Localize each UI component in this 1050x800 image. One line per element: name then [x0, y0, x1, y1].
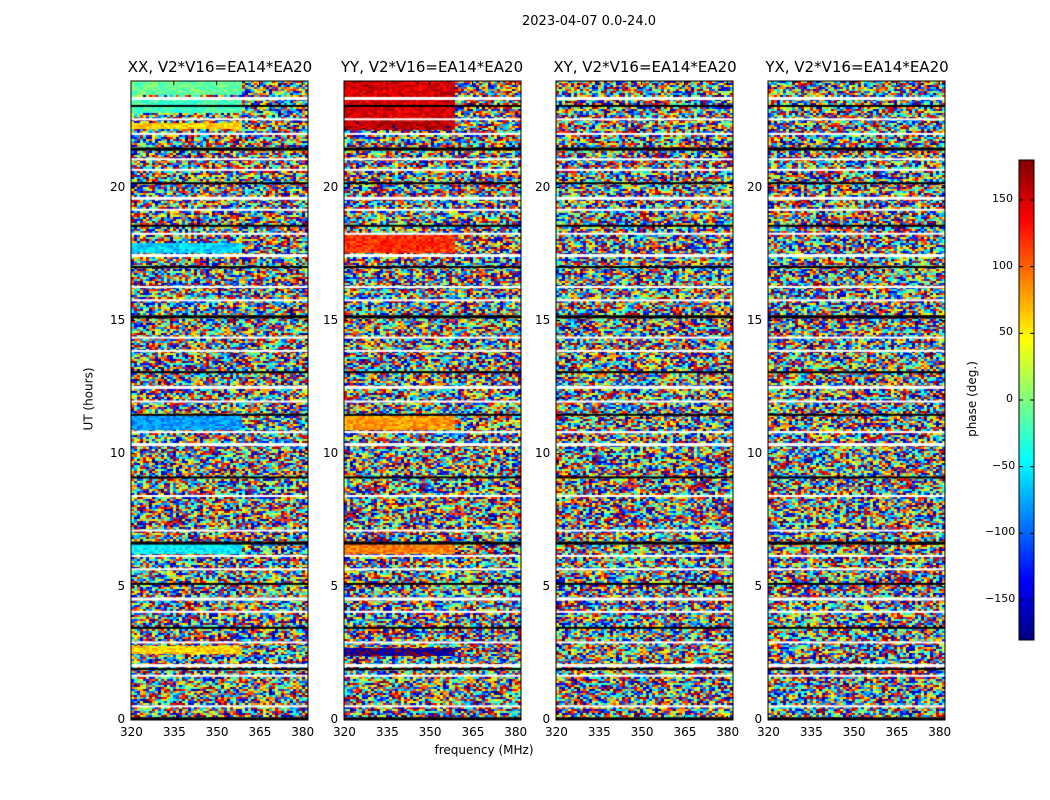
y-tick-label: 5: [754, 578, 763, 593]
x-tick-label: 320: [120, 725, 143, 739]
figure-title: 2023-04-07 0.0-24.0: [522, 14, 656, 29]
y-tick-label: 15: [323, 312, 339, 327]
x-tick-label: 350: [630, 725, 654, 739]
colorbar-tick-label: −150: [985, 592, 1016, 605]
y-tick-label: 5: [330, 578, 339, 593]
x-tick-label: 380: [291, 725, 315, 739]
colorbar-tick-label: 50: [999, 325, 1013, 339]
x-tick-label: 335: [799, 725, 823, 739]
y-tick-label: 0: [330, 712, 339, 726]
x-tick-label: 335: [587, 725, 611, 739]
x-tick-label: 320: [757, 725, 780, 739]
x-tick-label: 365: [885, 725, 909, 739]
x-tick-label: 365: [673, 725, 697, 739]
x-tick-label: 350: [205, 725, 229, 739]
x-tick-label: 350: [418, 725, 442, 739]
x-tick-label: 380: [716, 725, 740, 739]
panel-frame-2: [555, 80, 734, 721]
x-axis-label: frequency (MHz): [434, 743, 534, 757]
x-tick-label: 380: [928, 725, 952, 739]
y-tick-label: 15: [535, 312, 551, 327]
panel-title-xy: XY, V2*V16=EA14*EA20: [553, 58, 737, 76]
y-tick-label: 10: [323, 445, 339, 460]
x-tick-label: 335: [375, 725, 399, 739]
y-tick-label: 0: [754, 712, 763, 726]
x-tick-label: 350: [842, 725, 866, 739]
heatmap-image-0: [131, 81, 308, 720]
y-tick-label: 5: [117, 578, 126, 593]
heatmap-image-2: [556, 81, 733, 720]
x-tick-label: 335: [162, 725, 186, 739]
heatmap-image-3: [768, 81, 945, 720]
x-tick-label: 320: [545, 725, 568, 739]
x-tick-label: 380: [504, 725, 528, 739]
y-tick-label: 15: [747, 312, 763, 327]
y-tick-label: 20: [747, 179, 763, 194]
y-tick-label: 15: [110, 312, 126, 327]
panel-frame-0: [130, 80, 309, 721]
heatmap-panel-0: [130, 80, 309, 721]
colorbar-tick-label: −50: [992, 458, 1016, 472]
y-tick-label: 10: [110, 445, 126, 460]
colorbar-tick-label: −100: [985, 525, 1016, 539]
panel-title-yx: YX, V2*V16=EA14*EA20: [765, 58, 949, 76]
colorbar-tick-label: 0: [1006, 392, 1013, 405]
y-tick-label: 20: [323, 179, 339, 194]
panel-frame-3: [767, 80, 946, 721]
y-tick-label: 0: [542, 712, 551, 726]
colorbar-tick-label: 150: [992, 192, 1013, 205]
y-tick-label: 20: [535, 179, 551, 194]
y-tick-label: 20: [110, 179, 126, 194]
y-tick-label: 0: [117, 712, 126, 726]
panels-group: [130, 80, 946, 721]
y-tick-label: 5: [542, 578, 551, 593]
x-tick-label: 365: [248, 725, 272, 739]
panel-title-xx: XX, V2*V16=EA14*EA20: [127, 58, 313, 76]
heatmap-image-1: [344, 81, 521, 720]
y-tick-label: 10: [747, 445, 763, 460]
heatmap-panel-1: [343, 80, 522, 721]
x-tick-label: 365: [461, 725, 485, 739]
panel-title-yy: YY, V2*V16=EA14*EA20: [340, 58, 524, 76]
heatmap-panel-2: [555, 80, 734, 721]
panel-frame-1: [343, 80, 522, 721]
y-tick-label: 10: [535, 445, 551, 460]
colorbar-tick-label: 100: [992, 258, 1013, 272]
heatmap-panel-3: [767, 80, 946, 721]
colorbar: [1018, 159, 1035, 641]
x-tick-label: 320: [333, 725, 356, 739]
